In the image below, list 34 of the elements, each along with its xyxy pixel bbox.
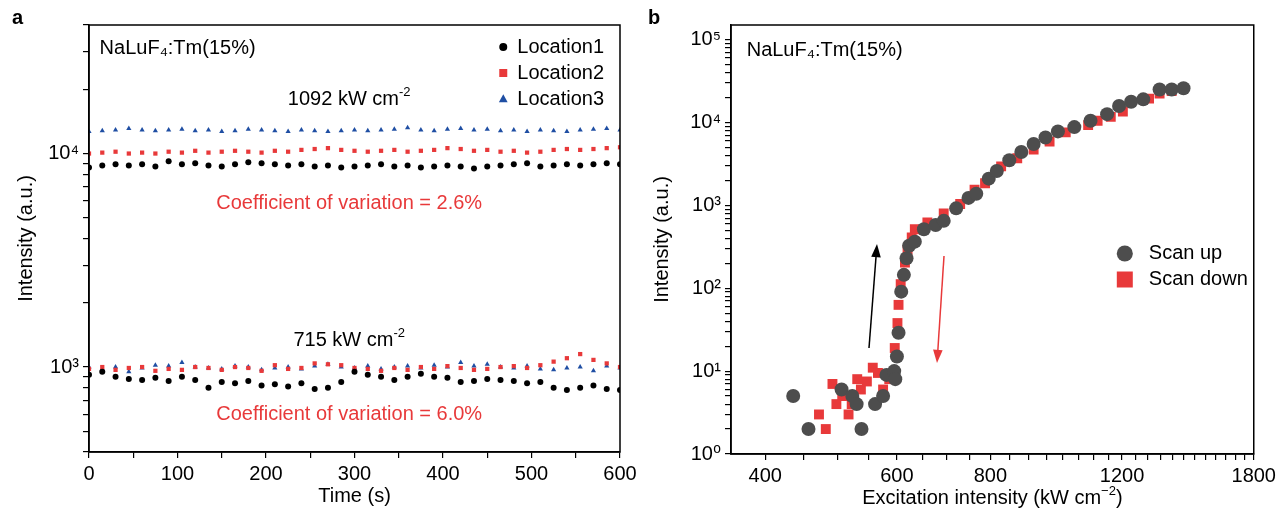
annotation: NaLuF₄:Tm(15%) <box>746 38 903 61</box>
x-tick-label: 1200 <box>1099 463 1145 486</box>
legend-label: Scan up <box>1148 241 1223 264</box>
y-tick-label: 10⁰ <box>690 441 721 464</box>
y-tick-label: 10³ <box>50 354 80 377</box>
legend-label: Location2 <box>517 60 605 83</box>
y-tick-label: 10² <box>692 275 722 298</box>
x-tick-label: 400 <box>426 461 460 484</box>
x-tick-label: 500 <box>514 461 549 484</box>
y-tick-label: 10⁴ <box>48 141 79 164</box>
chart-title: a <box>12 5 24 28</box>
x-tick-label: 200 <box>249 461 283 484</box>
legend-label: Location3 <box>517 86 605 109</box>
x-tick-label: 100 <box>160 461 195 484</box>
x-tick-label: 800 <box>973 463 1008 486</box>
x-tick-label: 1800 <box>1231 463 1276 486</box>
legend-label: Location1 <box>517 34 605 57</box>
y-tick-label: 10³ <box>692 192 722 215</box>
y-axis-title: Intensity (a.u.) <box>13 175 36 302</box>
annotation: Coefficient of variation = 2.6% <box>216 190 483 213</box>
annotation: Coefficient of variation = 6.0% <box>216 402 483 425</box>
y-axis-title: Intensity (a.u.) <box>649 176 672 303</box>
x-tick-label: 600 <box>880 463 914 486</box>
x-tick-label: 600 <box>603 461 637 484</box>
chart-title: b <box>648 5 661 28</box>
x-tick-label: 0 <box>83 461 95 484</box>
legend-label: Scan down <box>1148 267 1248 290</box>
x-tick-label: 300 <box>337 461 372 484</box>
x-tick-label: 400 <box>748 463 782 486</box>
y-tick-label: 10⁵ <box>690 27 721 50</box>
y-tick-label: 10⁴ <box>690 109 721 132</box>
y-tick-label: 10¹ <box>692 358 722 381</box>
annotation: NaLuF₄:Tm(15%) <box>99 36 256 58</box>
x-axis-title: Time (s) <box>318 483 391 506</box>
